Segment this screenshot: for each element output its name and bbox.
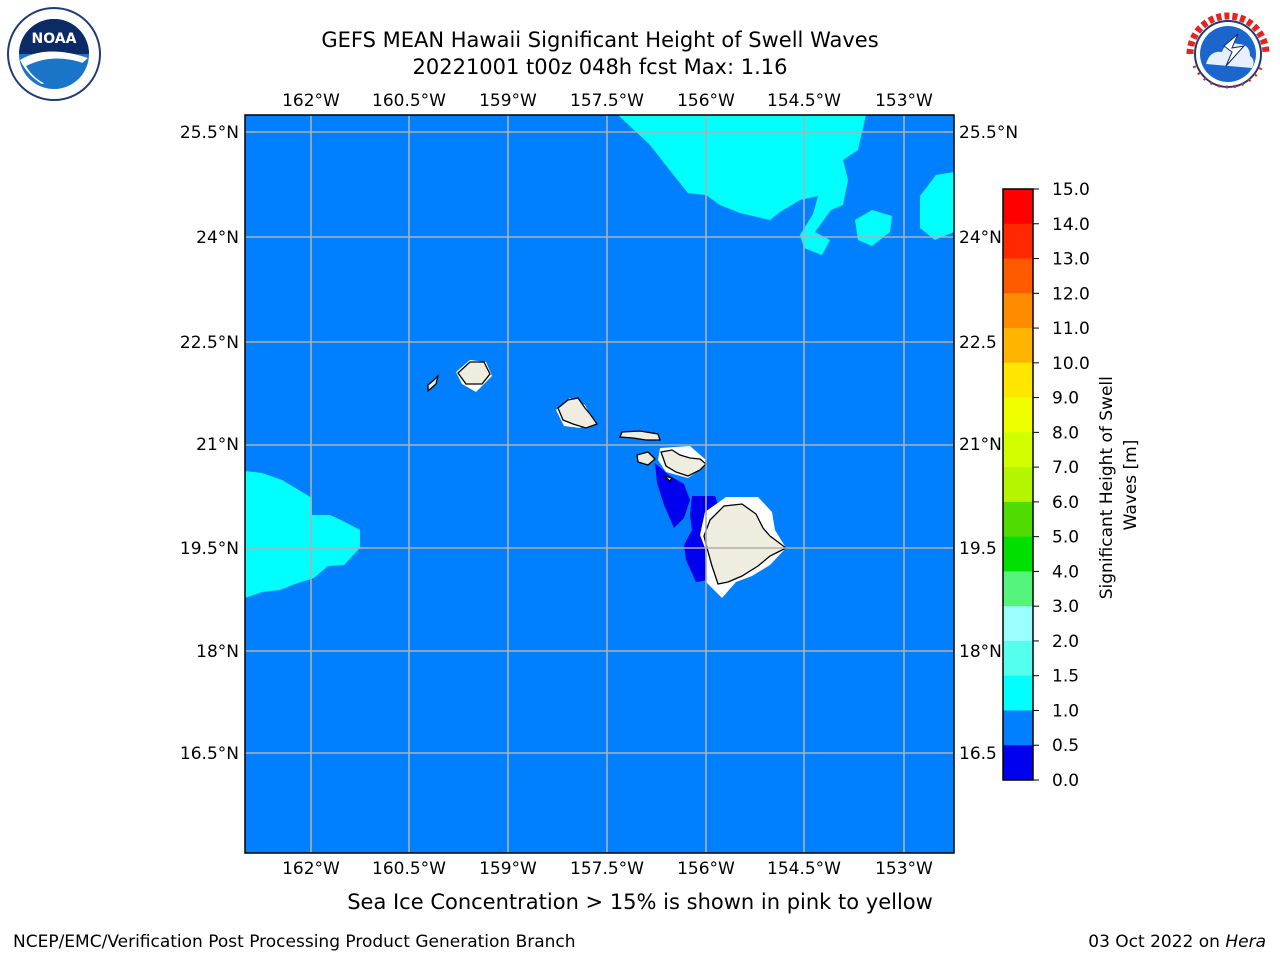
footer-date: 03 Oct 2022 on Hera [1088, 932, 1266, 952]
lon-label: 159°W [479, 859, 537, 879]
colorbar-tick-label: 6.0 [1052, 493, 1079, 513]
lon-label: 157.5°W [570, 91, 644, 111]
colorbar-label-line1: Significant Height of Swell [1097, 376, 1117, 599]
colorbar-band [1003, 501, 1033, 538]
lat-label: 22.5°N [180, 333, 239, 353]
colorbar-band [1003, 362, 1033, 399]
colorbar-tick-label: 4.0 [1052, 562, 1079, 582]
colorbar-band [1003, 432, 1033, 468]
colorbar-tick-label: 10.0 [1052, 354, 1090, 374]
lat-label: 24°N [196, 228, 239, 248]
island-niihau [427, 373, 440, 393]
map-subtitle: 20221001 t00z 048h fcst Max: 1.16 [412, 55, 788, 79]
colorbar-band [1003, 745, 1033, 781]
colorbar-band [1003, 606, 1033, 642]
longitude-labels-bottom: 162°W 160.5°W 159°W 157.5°W 156°W 154.5°… [282, 859, 933, 879]
colorbar-tick-label: 1.0 [1052, 701, 1079, 721]
island-lanai [636, 451, 656, 466]
colorbar-band [1003, 640, 1033, 677]
footer-branch: NCEP/EMC/Verification Post Processing Pr… [13, 932, 576, 952]
lat-label: 21°N [959, 435, 1002, 455]
island-hawaii [703, 503, 788, 585]
colorbar-band [1003, 710, 1033, 746]
colorbar-bands [1003, 189, 1033, 781]
colorbar-label: Significant Height of Swell Waves [m] [1097, 371, 1141, 600]
colorbar-label-line2: Waves [m] [1121, 440, 1141, 531]
map-title: GEFS MEAN Hawaii Significant Height of S… [321, 28, 879, 52]
colorbar-tick-label: 0.5 [1052, 736, 1079, 756]
island-kahoolawe [663, 475, 674, 482]
colorbar-tick-label: 11.0 [1052, 319, 1090, 339]
colorbar-band [1003, 571, 1033, 607]
island-molokai [619, 430, 661, 441]
colorbar-tick-label: 8.0 [1052, 423, 1079, 443]
swell-region-west [245, 471, 360, 598]
noaa-logo-icon: NOAA [6, 6, 102, 102]
swell-region-east-edge [920, 172, 954, 240]
map-gridlines [245, 115, 954, 853]
island-oahu [557, 397, 599, 429]
map-plot-area [245, 115, 954, 853]
colorbar-band [1003, 223, 1033, 260]
colorbar-ticks: 15.0 14.0 13.0 12.0 11.0 10.0 9.0 8.0 7.0 6.0 5.0 4… [1033, 180, 1090, 791]
colorbar-band [1003, 328, 1033, 364]
lon-label: 154.5°W [767, 91, 841, 111]
sea-ice-note: Sea Ice Concentration > 15% is shown in … [347, 890, 933, 914]
nws-logo-icon [1180, 6, 1276, 102]
colorbar-band [1003, 536, 1033, 572]
svg-text:NOAA: NOAA [32, 31, 77, 47]
low-swell-region-maui-lee [655, 463, 690, 528]
lat-label: 25.5°N [180, 123, 239, 143]
lon-label: 162°W [282, 91, 340, 111]
colorbar-band [1003, 293, 1033, 329]
lon-label: 156°W [677, 91, 735, 111]
footer-machine: Hera [1225, 932, 1266, 952]
lat-label: 19.5°N [180, 539, 239, 559]
colorbar-tick-label: 12.0 [1052, 284, 1090, 304]
colorbar-tick-label: 5.0 [1052, 528, 1079, 548]
lon-label: 159°W [479, 91, 537, 111]
latitude-labels-left: 25.5°N 24°N 22.5°N 21°N 19.5°N 18°N 16.5… [180, 123, 239, 764]
map-frame [244, 114, 955, 854]
colorbar-tick-label: 15.0 [1052, 180, 1090, 200]
colorbar-tick-label: 9.0 [1052, 389, 1079, 409]
lat-label: 18°N [959, 642, 1002, 662]
colorbar-tick-label: 3.0 [1052, 597, 1079, 617]
lat-label: 25.5°N [959, 123, 1018, 143]
lon-label: 160.5°W [372, 859, 446, 879]
lat-label: 16.5°N [180, 744, 239, 764]
colorbar-band [1003, 258, 1033, 294]
lat-label: 22.5 [959, 333, 997, 353]
lon-label: 153°W [875, 91, 933, 111]
colorbar-tick-label: 2.0 [1052, 632, 1079, 652]
colorbar-band [1003, 189, 1033, 225]
colorbar-tick-label: 7.0 [1052, 458, 1079, 478]
lat-label: 16.5 [959, 744, 997, 764]
colorbar-tick-label: 1.5 [1052, 667, 1079, 687]
lat-label: 18°N [196, 642, 239, 662]
lon-label: 160.5°W [372, 91, 446, 111]
lat-label: 21°N [196, 435, 239, 455]
ocean-background [245, 115, 954, 853]
colorbar-band [1003, 675, 1033, 711]
lon-label: 162°W [282, 859, 340, 879]
latitude-labels-right: 25.5°N 24°N 22.5 21°N 19.5 18°N 16.5 [959, 123, 1018, 764]
footer-date-text: 03 Oct 2022 on [1088, 932, 1226, 952]
colorbar-tick-label: 14.0 [1052, 215, 1090, 235]
colorbar-tick-label: 13.0 [1052, 250, 1090, 270]
colorbar-frame [1002, 188, 1034, 781]
lon-label: 156°W [677, 859, 735, 879]
colorbar-tick-label: 0.0 [1052, 771, 1079, 791]
lon-label: 154.5°W [767, 859, 841, 879]
lon-label: 157.5°W [570, 859, 644, 879]
longitude-labels-top: 162°W 160.5°W 159°W 157.5°W 156°W 154.5°… [282, 91, 933, 111]
colorbar-band [1003, 467, 1033, 503]
island-kauai [457, 361, 491, 385]
colorbar: 15.0 14.0 13.0 12.0 11.0 10.0 9.0 8.0 7.0 6.0 5.0 4… [1002, 180, 1141, 791]
colorbar-band [1003, 397, 1033, 433]
lon-label: 153°W [875, 859, 933, 879]
lat-label: 24°N [959, 228, 1002, 248]
lat-label: 19.5 [959, 539, 997, 559]
